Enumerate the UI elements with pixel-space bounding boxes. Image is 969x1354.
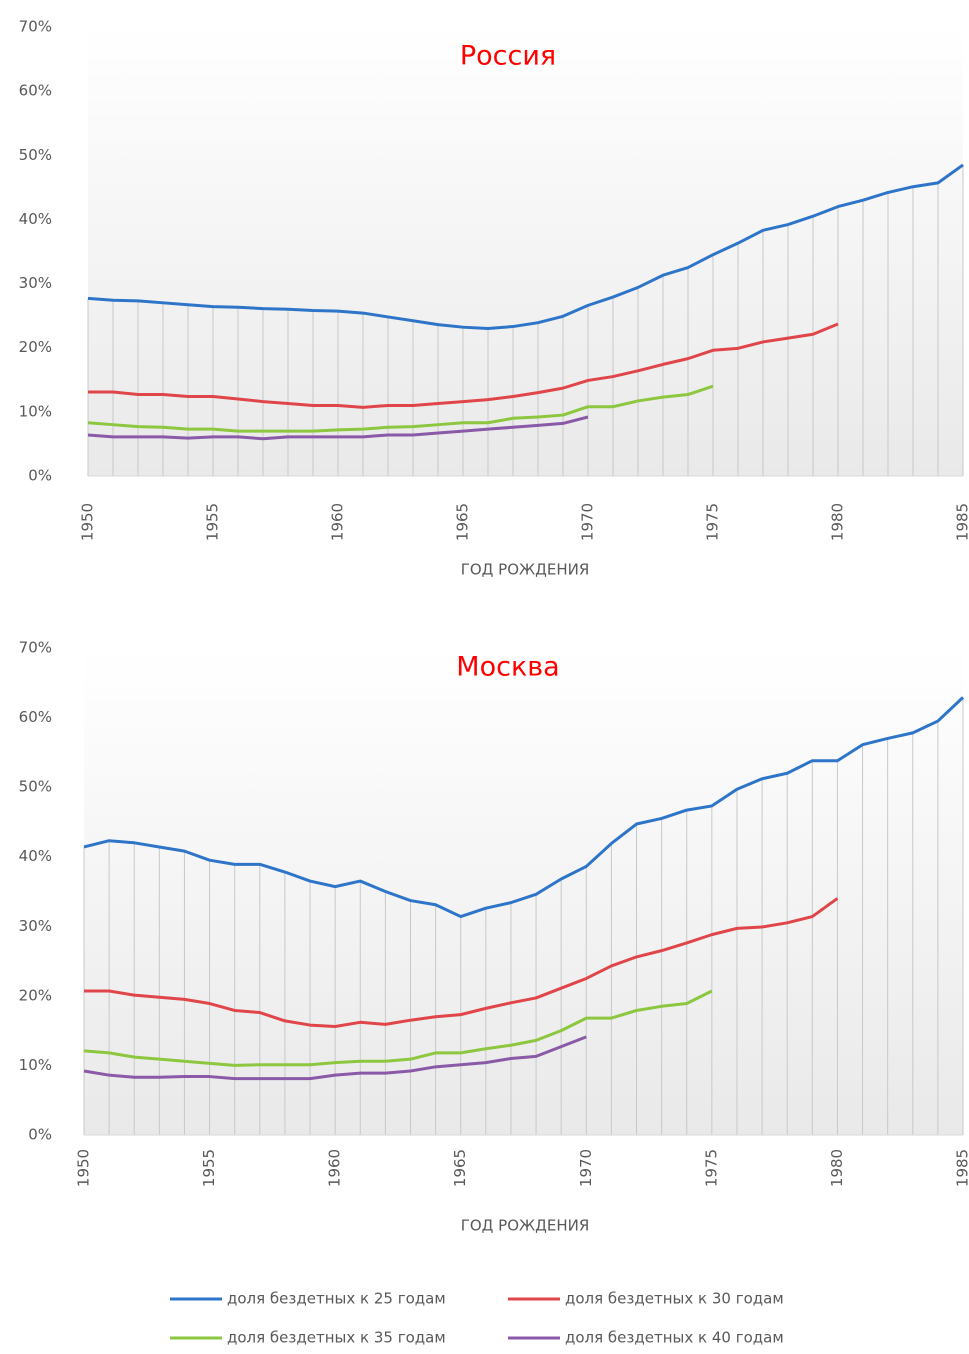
- x-tick-label: 1960: [326, 1149, 344, 1187]
- y-tick-label: 20%: [19, 986, 52, 1004]
- legend-label: доля бездетных к 25 годам: [227, 1290, 446, 1308]
- x-tick-label: 1960: [329, 503, 347, 541]
- x-tick-label: 1955: [204, 503, 222, 541]
- x-axis-label: ГОД РОЖДЕНИЯ: [461, 1217, 590, 1235]
- y-tick-label: 50%: [19, 778, 52, 796]
- series-line: [88, 322, 839, 409]
- y-tick-label: 20%: [19, 338, 52, 356]
- x-tick-label: 1985: [954, 503, 969, 541]
- y-tick-label: 70%: [19, 639, 52, 657]
- x-tick-label: 1985: [954, 1149, 969, 1187]
- y-tick-label: 70%: [19, 18, 52, 36]
- x-tick-label: 1965: [451, 1149, 469, 1187]
- x-tick-label: 1950: [79, 503, 97, 541]
- x-tick-label: 1975: [702, 1149, 720, 1187]
- x-tick-label: 1970: [577, 1149, 595, 1187]
- series-line: [87, 163, 964, 330]
- x-tick-label: 1975: [704, 503, 722, 541]
- x-tick-label: 1950: [75, 1149, 93, 1187]
- x-tick-label: 1955: [200, 1149, 218, 1187]
- series-line: [87, 415, 589, 441]
- y-tick-label: 30%: [19, 274, 52, 292]
- x-tick-label: 1965: [454, 503, 472, 541]
- y-tick-label: 60%: [19, 708, 52, 726]
- y-tick-label: 40%: [19, 847, 52, 865]
- series-line: [83, 696, 965, 919]
- series-line: [87, 384, 714, 433]
- legend-label: доля бездетных к 35 годам: [227, 1329, 446, 1347]
- x-tick-label: 1970: [579, 503, 597, 541]
- y-tick-label: 0%: [28, 1126, 52, 1144]
- legend-label: доля бездетных к 40 годам: [565, 1329, 784, 1347]
- y-tick-label: 0%: [28, 467, 52, 485]
- y-tick-label: 60%: [19, 82, 52, 100]
- plot-background: [88, 27, 963, 476]
- y-tick-label: 50%: [19, 146, 52, 164]
- legend-label: доля бездетных к 30 годам: [565, 1290, 784, 1308]
- x-tick-label: 1980: [829, 503, 847, 541]
- series-line: [83, 1035, 587, 1081]
- y-tick-label: 30%: [19, 917, 52, 935]
- x-tick-label: 1980: [828, 1149, 846, 1187]
- y-tick-label: 10%: [19, 1056, 52, 1074]
- series-line: [83, 989, 713, 1067]
- x-axis-label: ГОД РОЖДЕНИЯ: [461, 561, 590, 579]
- chart-title: Россия: [460, 41, 556, 72]
- series-line: [84, 897, 839, 1028]
- chart-title: Москва: [456, 652, 559, 683]
- plot-background: [84, 648, 963, 1135]
- y-tick-label: 10%: [19, 402, 52, 420]
- y-tick-label: 40%: [19, 210, 52, 228]
